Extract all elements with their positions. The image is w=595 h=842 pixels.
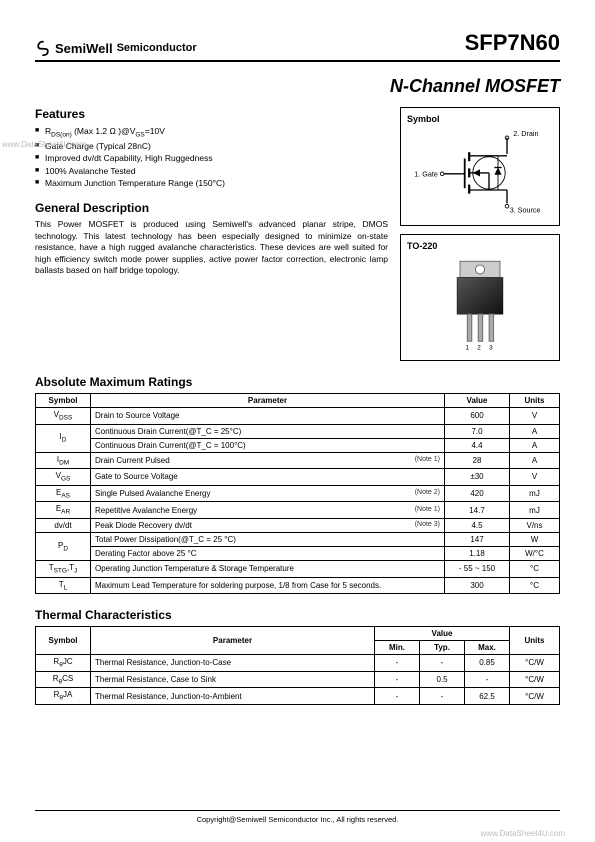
- right-column: Symbol 2. Drain 1. Gate 3. Source: [400, 107, 560, 361]
- col-parameter: Parameter: [91, 627, 375, 655]
- table-row: PDTotal Power Dissipation(@T_C = 25 °C)1…: [36, 532, 560, 546]
- mosfet-symbol-icon: 2. Drain 1. Gate 3. Source: [407, 127, 553, 217]
- left-column: Features RDS(on) (Max 1.2 Ω )@VGS=10V Ga…: [35, 107, 388, 361]
- footer-copyright: Copyright@Semiwell Semiconductor Inc., A…: [35, 810, 560, 824]
- table-row: VGSGate to Source Voltage±30V: [36, 469, 560, 486]
- col-parameter: Parameter: [91, 394, 445, 408]
- col-typ: Typ.: [420, 641, 465, 655]
- content-row: Features RDS(on) (Max 1.2 Ω )@VGS=10V Ga…: [35, 107, 560, 361]
- to220-package-icon: 1 2 3: [407, 254, 553, 354]
- logo-block: SemiWell Semiconductor: [35, 40, 197, 56]
- table-row: EASSingle Pulsed Avalanche Energy (Note …: [36, 485, 560, 502]
- svg-text:3: 3: [489, 344, 493, 351]
- thermal-table: Symbol Parameter Value Units Min. Typ. M…: [35, 626, 560, 705]
- feature-item: Maximum Junction Temperature Range (150°…: [35, 177, 388, 189]
- package-label: TO-220: [407, 241, 553, 251]
- col-value: Value: [445, 394, 510, 408]
- header: SemiWell Semiconductor SFP7N60: [35, 30, 560, 62]
- feature-item: Gate Charge (Typical 28nC): [35, 140, 388, 152]
- col-min: Min.: [375, 641, 420, 655]
- col-symbol: Symbol: [36, 627, 91, 655]
- desc-text: This Power MOSFET is produced using Semi…: [35, 219, 388, 276]
- gate-label: 1. Gate: [414, 170, 438, 179]
- col-max: Max.: [465, 641, 510, 655]
- brand-sub: Semiconductor: [117, 42, 197, 54]
- desc-heading: General Description: [35, 201, 388, 215]
- features-list: RDS(on) (Max 1.2 Ω )@VGS=10V Gate Charge…: [35, 125, 388, 189]
- feature-item: Improved dv/dt Capability, High Ruggedne…: [35, 152, 388, 164]
- table-row: EARRepetitive Avalanche Energy (Note 1)1…: [36, 502, 560, 519]
- col-units: Units: [510, 627, 560, 655]
- table-row: Continuous Drain Current(@T_C = 100°C)4.…: [36, 438, 560, 452]
- table-row: RθJAThermal Resistance, Junction-to-Ambi…: [36, 688, 560, 705]
- col-value: Value: [375, 627, 510, 641]
- page-title: N-Channel MOSFET: [35, 76, 560, 97]
- brand-name: SemiWell: [55, 41, 113, 56]
- table-row: Derating Factor above 25 °C1.18W/°C: [36, 546, 560, 560]
- feature-item: 100% Avalanche Tested: [35, 165, 388, 177]
- thermal-heading: Thermal Characteristics: [35, 608, 560, 622]
- watermark-bottom: www.DataSheet4U.com: [481, 829, 565, 838]
- abs-max-table: Symbol Parameter Value Units VDSSDrain t…: [35, 393, 560, 594]
- svg-text:1: 1: [465, 344, 469, 351]
- drain-label: 2. Drain: [513, 129, 538, 138]
- abs-max-heading: Absolute Maximum Ratings: [35, 375, 560, 389]
- table-row: TSTG,TJOperating Junction Temperature & …: [36, 560, 560, 577]
- table-row: IDContinuous Drain Current(@T_C = 25°C)7…: [36, 424, 560, 438]
- package-box: TO-220 1 2 3: [400, 234, 560, 361]
- table-row: dv/dtPeak Diode Recovery dv/dt (Note 3)4…: [36, 518, 560, 532]
- table-row: RθCSThermal Resistance, Case to Sink-0.5…: [36, 671, 560, 688]
- svg-text:2: 2: [477, 344, 481, 351]
- col-units: Units: [510, 394, 560, 408]
- watermark-left: www.DataSheet4U.com: [2, 140, 86, 149]
- part-number: SFP7N60: [465, 30, 560, 56]
- col-symbol: Symbol: [36, 394, 91, 408]
- table-row: VDSSDrain to Source Voltage600V: [36, 408, 560, 425]
- logo-icon: [35, 40, 51, 56]
- symbol-box: Symbol 2. Drain 1. Gate 3. Source: [400, 107, 560, 226]
- table-row: TLMaximum Lead Temperature for soldering…: [36, 577, 560, 594]
- features-heading: Features: [35, 107, 388, 121]
- source-label: 3. Source: [510, 206, 541, 215]
- feature-item: RDS(on) (Max 1.2 Ω )@VGS=10V: [35, 125, 388, 140]
- symbol-label: Symbol: [407, 114, 553, 124]
- table-row: IDMDrain Current Pulsed (Note 1)28A: [36, 452, 560, 469]
- table-row: RθJCThermal Resistance, Junction-to-Case…: [36, 655, 560, 672]
